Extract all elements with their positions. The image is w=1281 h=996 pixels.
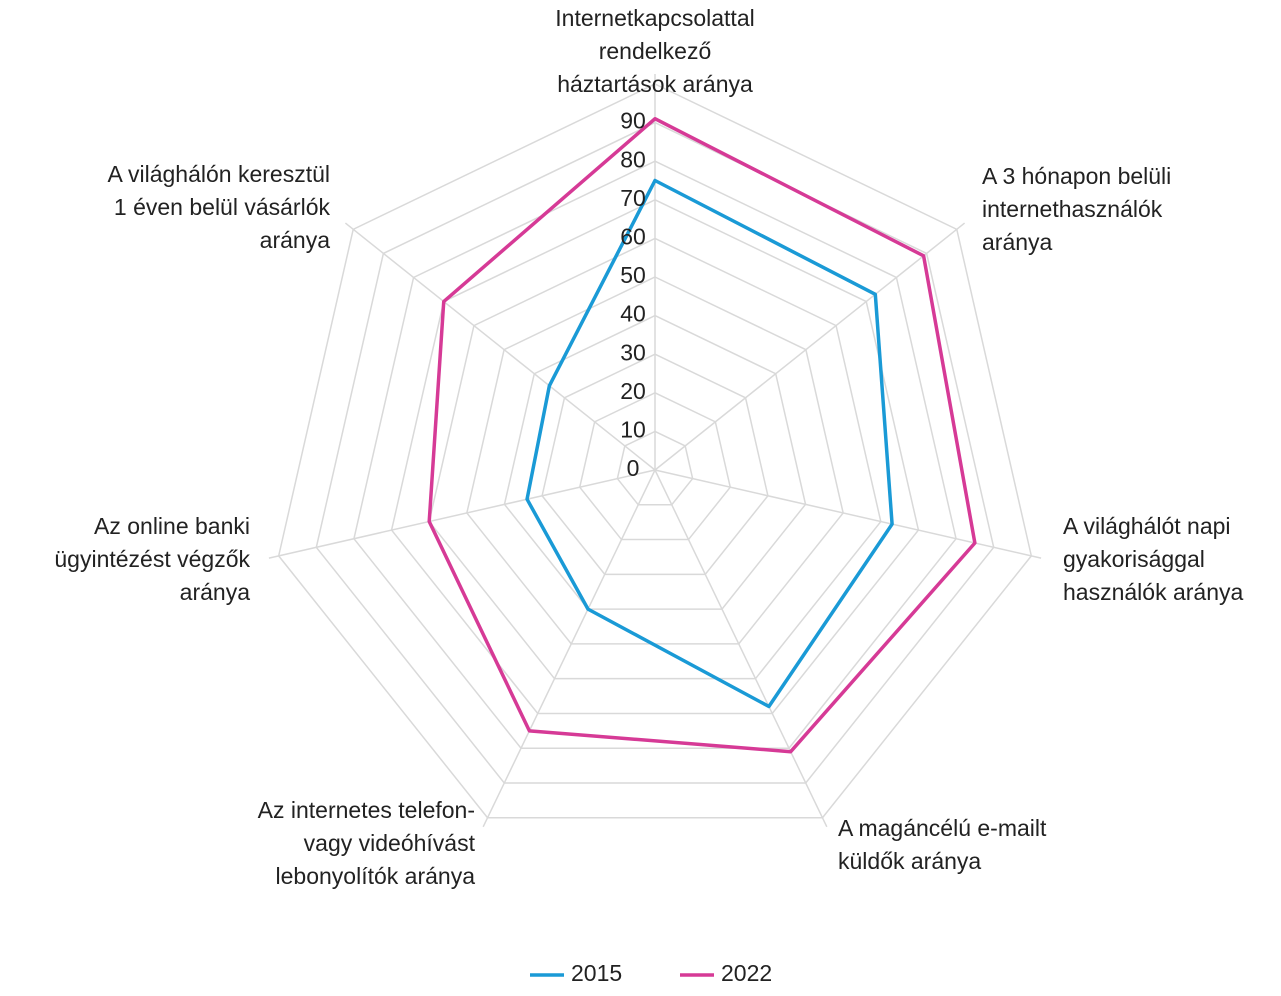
r-tick-label: 10 xyxy=(620,416,646,442)
r-tick-label: 60 xyxy=(620,223,646,249)
grid-ring xyxy=(390,198,920,715)
r-tick-label: 50 xyxy=(620,262,646,288)
grid-ring xyxy=(541,353,769,576)
axis-spoke xyxy=(268,469,656,559)
axis-spoke xyxy=(482,469,656,828)
grid-ring xyxy=(616,430,694,506)
grid-ring xyxy=(277,83,1033,819)
r-tick-label: 90 xyxy=(620,108,646,134)
grid-ring xyxy=(578,391,732,541)
category-label: Internetkapcsolattal rendelkező háztartáso… xyxy=(555,5,754,97)
axis-spoke xyxy=(344,222,656,471)
grid-ring xyxy=(315,121,995,784)
category-label: Az online banki ügyintézést végzők aránya xyxy=(54,513,250,605)
axis-spoke xyxy=(654,469,828,828)
legend-label: 2015 xyxy=(571,960,622,986)
r-tick-label: 40 xyxy=(620,301,646,327)
r-tick-label: 0 xyxy=(627,455,640,481)
legend-label: 2022 xyxy=(721,960,772,986)
axis-spoke xyxy=(654,469,1042,559)
category-label: A világhálón keresztül 1 éven belül vásár… xyxy=(108,161,331,253)
series-line xyxy=(525,178,894,709)
category-label: A világhálót napi gyakorisággal használók … xyxy=(1063,513,1243,605)
grid-ring xyxy=(428,237,882,680)
category-label: A magáncélú e-mailt küldők aránya xyxy=(838,815,1047,874)
grid-ring xyxy=(503,314,807,610)
axis-spoke xyxy=(654,222,966,471)
r-tick-label: 30 xyxy=(620,339,646,365)
series-line xyxy=(427,116,977,754)
r-tick-label: 70 xyxy=(620,185,646,211)
category-label: Az internetes telefon-vagy videóhívást le… xyxy=(258,797,476,889)
r-tick-label: 80 xyxy=(620,146,646,172)
category-label: A 3 hónapon belüli internethasználók arány… xyxy=(982,163,1171,255)
grid-ring xyxy=(353,160,957,749)
r-tick-label: 20 xyxy=(620,378,646,404)
